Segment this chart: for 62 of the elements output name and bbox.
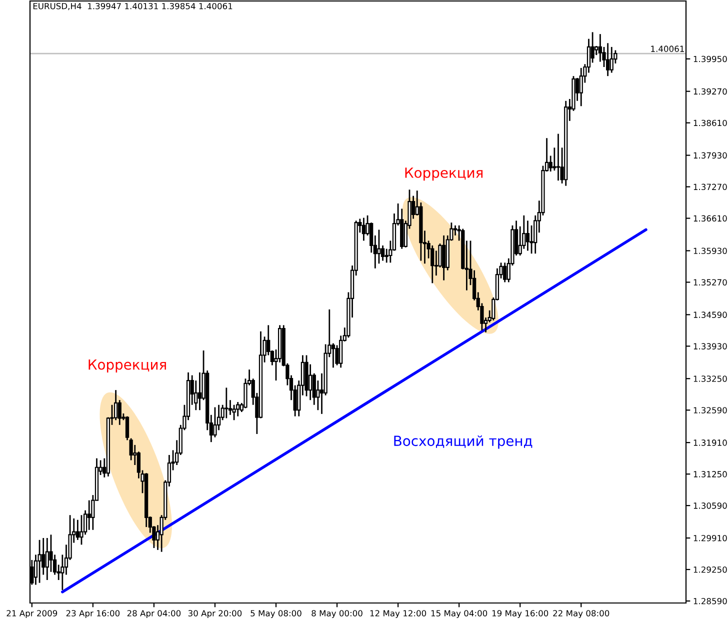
y-tick-label: 1.35270 bbox=[694, 279, 727, 286]
y-tick-label: 1.32590 bbox=[694, 407, 727, 414]
candlestick bbox=[556, 133, 560, 182]
y-tick-label: 1.39270 bbox=[694, 88, 727, 95]
x-tick-label: 21 Apr 2009 bbox=[6, 610, 58, 618]
candlestick bbox=[129, 438, 133, 461]
candlestick bbox=[552, 146, 556, 172]
y-tick-label: 1.38610 bbox=[694, 120, 727, 126]
candlestick bbox=[442, 234, 446, 282]
candlestick bbox=[45, 537, 49, 581]
y-tick-label: 1.36610 bbox=[694, 215, 727, 222]
x-tick-label: 30 Apr 20:00 bbox=[188, 610, 242, 618]
candlestick bbox=[213, 406, 217, 438]
y-tick-label: 1.30590 bbox=[694, 502, 727, 509]
candlestick bbox=[606, 42, 610, 77]
y-tick-label: 1.31250 bbox=[694, 471, 727, 478]
y-tick-label: 1.33250 bbox=[694, 376, 727, 382]
candlestick bbox=[594, 45, 598, 56]
candlestick bbox=[76, 519, 80, 541]
x-tick-label: 19 May 16:00 bbox=[492, 610, 548, 618]
candlestick bbox=[610, 46, 614, 74]
x-tick-label: 28 Apr 04:00 bbox=[127, 610, 181, 618]
annotation: Коррекция bbox=[88, 359, 166, 372]
candlestick bbox=[49, 534, 53, 573]
candlestick bbox=[308, 364, 312, 401]
y-tick-label: 1.29250 bbox=[694, 566, 727, 573]
y-tick-label: 1.35930 bbox=[694, 248, 727, 254]
chart-title: EURUSD,H4 1.39947 1.40131 1.39854 1.40061 bbox=[33, 2, 232, 10]
candlestick bbox=[232, 404, 236, 421]
candlestick bbox=[362, 217, 366, 242]
candlestick bbox=[590, 31, 594, 64]
annotation: Восходящий тренд bbox=[394, 435, 532, 449]
candlestick bbox=[38, 539, 42, 584]
y-tick-label: 1.28590 bbox=[694, 598, 727, 604]
annotation: Коррекция bbox=[405, 168, 483, 181]
x-tick-label: 5 May 08:00 bbox=[250, 610, 302, 618]
candlestick bbox=[430, 244, 434, 284]
candlestick bbox=[503, 262, 507, 283]
x-tick-label: 22 May 08:00 bbox=[553, 610, 610, 618]
candlestick bbox=[526, 220, 530, 252]
ref-line-label: 1.40061 bbox=[651, 46, 684, 52]
candlestick bbox=[377, 229, 381, 264]
y-tick-label: 1.31910 bbox=[694, 440, 727, 446]
x-tick-label: 15 May 04:00 bbox=[431, 610, 488, 618]
y-tick-label: 1.33930 bbox=[694, 343, 727, 350]
y-tick-label: 1.37930 bbox=[694, 152, 727, 159]
x-tick-label: 8 May 00:00 bbox=[312, 610, 362, 618]
candlestick bbox=[198, 372, 202, 411]
candlestick bbox=[579, 67, 583, 107]
candlestick bbox=[236, 401, 240, 418]
candlestick bbox=[224, 386, 228, 419]
y-tick-label: 1.39950 bbox=[694, 56, 727, 62]
candlestick bbox=[80, 514, 84, 546]
candlestick bbox=[331, 342, 336, 368]
candlestick bbox=[114, 389, 118, 421]
y-tick-label: 1.37270 bbox=[694, 184, 727, 190]
y-tick-label: 1.29910 bbox=[694, 534, 727, 542]
candlestick bbox=[453, 224, 458, 236]
y-tick-label: 1.34590 bbox=[694, 312, 727, 318]
candlestick bbox=[87, 500, 91, 531]
x-tick-label: 12 May 12:00 bbox=[370, 610, 426, 618]
x-tick-label: 23 Apr 16:00 bbox=[66, 610, 120, 618]
